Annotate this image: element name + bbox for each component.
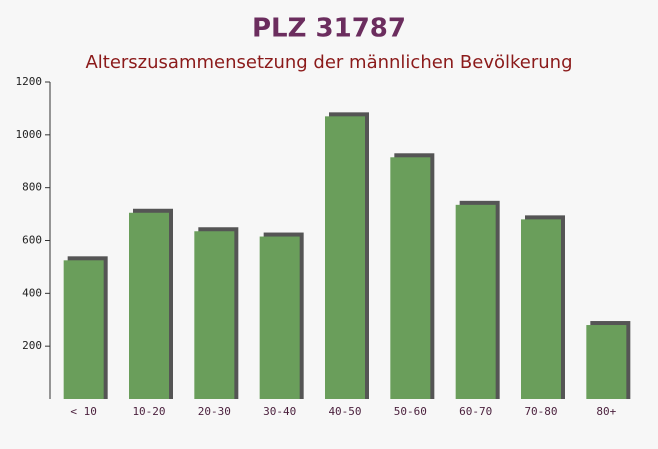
x-tick-label: 60-70 — [459, 405, 492, 418]
y-tick-label: 1200 — [16, 75, 43, 88]
chart-title: PLZ 31787 — [252, 14, 406, 44]
chart-subtitle: Alterszusammensetzung der männlichen Bev… — [85, 52, 572, 73]
y-tick-label: 1000 — [16, 128, 43, 141]
y-tick-label: 200 — [22, 339, 42, 352]
y-tick-label: 400 — [22, 286, 42, 299]
bar — [129, 212, 169, 399]
bar — [455, 204, 496, 399]
x-tick-label: 10-20 — [132, 405, 165, 418]
x-tick-label: 80+ — [596, 405, 616, 418]
bar — [586, 325, 627, 399]
y-tick-label: 600 — [22, 234, 42, 247]
x-tick-label: 30-40 — [263, 405, 296, 418]
x-tick-label: 70-80 — [524, 405, 557, 418]
y-tick-label: 800 — [22, 181, 42, 194]
x-tick-label: 20-30 — [198, 405, 231, 418]
x-tick-label: 40-50 — [328, 405, 361, 418]
x-tick-label: 50-60 — [394, 405, 427, 418]
bar — [259, 236, 300, 399]
x-tick-label: < 10 — [70, 405, 97, 418]
bar — [194, 231, 235, 399]
bar — [390, 157, 431, 399]
bar — [63, 260, 104, 399]
bar — [325, 116, 365, 399]
bar — [521, 219, 561, 399]
